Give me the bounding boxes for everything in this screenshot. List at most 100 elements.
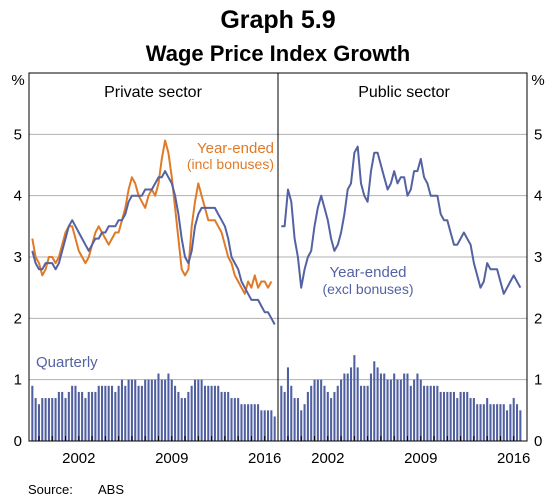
- bar-quarterly: [91, 391, 94, 441]
- bar-quarterly: [174, 385, 177, 441]
- y-unit-left: %: [11, 72, 24, 89]
- y-tick-right-3: 3: [534, 249, 542, 266]
- bar-quarterly: [502, 404, 505, 441]
- bar-quarterly: [333, 391, 336, 441]
- bar-quarterly: [496, 404, 499, 441]
- bar-quarterly: [127, 379, 130, 441]
- bar-quarterly: [456, 398, 459, 441]
- bar-quarterly: [296, 398, 299, 441]
- bar-quarterly: [310, 385, 313, 441]
- bar-quarterly: [413, 379, 416, 441]
- bar-quarterly: [509, 404, 512, 441]
- bar-quarterly: [247, 404, 250, 441]
- x-tick-label-2002: 2002: [62, 450, 95, 467]
- bar-quarterly: [31, 385, 34, 441]
- bar-quarterly: [160, 379, 163, 441]
- bar-quarterly: [57, 391, 60, 441]
- bar-quarterly: [124, 385, 127, 441]
- bar-quarterly: [94, 391, 97, 441]
- bar-quarterly: [479, 404, 482, 441]
- bar-quarterly: [406, 373, 409, 441]
- bar-quarterly: [389, 379, 392, 441]
- bar-quarterly: [207, 385, 210, 441]
- bar-quarterly: [74, 385, 77, 441]
- bar-quarterly: [353, 355, 356, 441]
- bar-quarterly: [286, 367, 289, 441]
- bar-quarterly: [67, 391, 70, 441]
- bar-quarterly: [213, 385, 216, 441]
- bar-quarterly: [363, 385, 366, 441]
- panel-title-private: Private sector: [104, 84, 202, 101]
- bar-quarterly: [193, 379, 197, 441]
- bar-quarterly: [343, 373, 346, 441]
- annotation-year-ended-excl: Year-ended: [329, 264, 406, 281]
- bar-quarterly: [154, 379, 157, 441]
- bar-quarterly: [316, 379, 319, 441]
- annotation-incl-bonuses: (incl bonuses): [187, 156, 274, 172]
- bar-quarterly: [466, 391, 469, 441]
- bar-quarterly: [210, 385, 213, 441]
- series-line-year-ended-excl-bonuses: [281, 145, 522, 295]
- bar-quarterly: [257, 404, 260, 441]
- bar-quarterly: [240, 404, 243, 441]
- bar-quarterly: [419, 379, 422, 441]
- bar-quarterly: [144, 379, 147, 441]
- annotation-quarterly: Quarterly: [36, 354, 98, 371]
- bar-quarterly: [340, 379, 343, 441]
- bar-quarterly: [476, 404, 479, 441]
- y-tick-right-2: 2: [534, 310, 542, 327]
- bar-quarterly: [519, 410, 522, 441]
- bar-quarterly: [499, 404, 502, 441]
- bar-quarterly: [399, 379, 402, 441]
- bar-quarterly: [409, 385, 412, 441]
- bar-quarterly: [330, 398, 333, 441]
- bar-quarterly: [51, 398, 54, 441]
- bar-quarterly: [350, 367, 353, 441]
- bar-quarterly: [87, 391, 90, 441]
- bar-quarterly: [130, 379, 133, 441]
- quarterly-bars: [31, 355, 522, 441]
- bar-quarterly: [336, 385, 339, 441]
- bar-quarterly: [366, 385, 369, 441]
- bar-quarterly: [489, 404, 492, 441]
- bar-quarterly: [423, 385, 426, 441]
- bar-quarterly: [61, 391, 64, 441]
- bar-quarterly: [469, 398, 472, 441]
- bar-quarterly: [177, 391, 180, 441]
- bar-quarterly: [379, 373, 382, 441]
- bar-quarterly: [472, 398, 475, 441]
- bar-quarterly: [243, 404, 246, 441]
- bar-quarterly: [396, 379, 399, 441]
- bar-quarterly: [462, 391, 465, 441]
- bar-quarterly: [306, 391, 309, 441]
- bar-quarterly: [237, 398, 240, 441]
- bar-quarterly: [320, 379, 323, 441]
- bar-quarterly: [267, 410, 270, 441]
- bar-quarterly: [44, 398, 47, 441]
- bar-quarterly: [386, 379, 389, 441]
- bar-quarterly: [326, 391, 329, 441]
- bar-quarterly: [184, 398, 187, 441]
- bar-quarterly: [170, 379, 173, 441]
- bar-quarterly: [250, 404, 253, 441]
- y-tick-right-5: 5: [534, 126, 542, 143]
- bar-quarterly: [492, 404, 495, 441]
- source-label: Source:: [28, 482, 73, 497]
- bar-quarterly: [393, 373, 396, 441]
- series-line-year-ended-excl-bonuses: [31, 170, 276, 325]
- annotation-year-ended-incl: Year-ended: [197, 140, 274, 157]
- bar-quarterly: [293, 398, 296, 441]
- bar-quarterly: [369, 373, 372, 441]
- bar-quarterly: [140, 385, 143, 441]
- bar-quarterly: [449, 391, 452, 441]
- source-value: ABS: [98, 482, 124, 497]
- y-tick-left-2: 2: [14, 310, 22, 327]
- axis-ticks: 0 0 1 1 2 2 3 3 4 4 5 5 2002 2009 2016 2002 2009 2016: [14, 126, 543, 467]
- bar-quarterly: [356, 367, 359, 441]
- bar-quarterly: [34, 398, 37, 441]
- bar-quarterly: [290, 385, 293, 441]
- bar-quarterly: [134, 379, 137, 441]
- bar-quarterly: [442, 391, 446, 441]
- bar-quarterly: [164, 379, 167, 441]
